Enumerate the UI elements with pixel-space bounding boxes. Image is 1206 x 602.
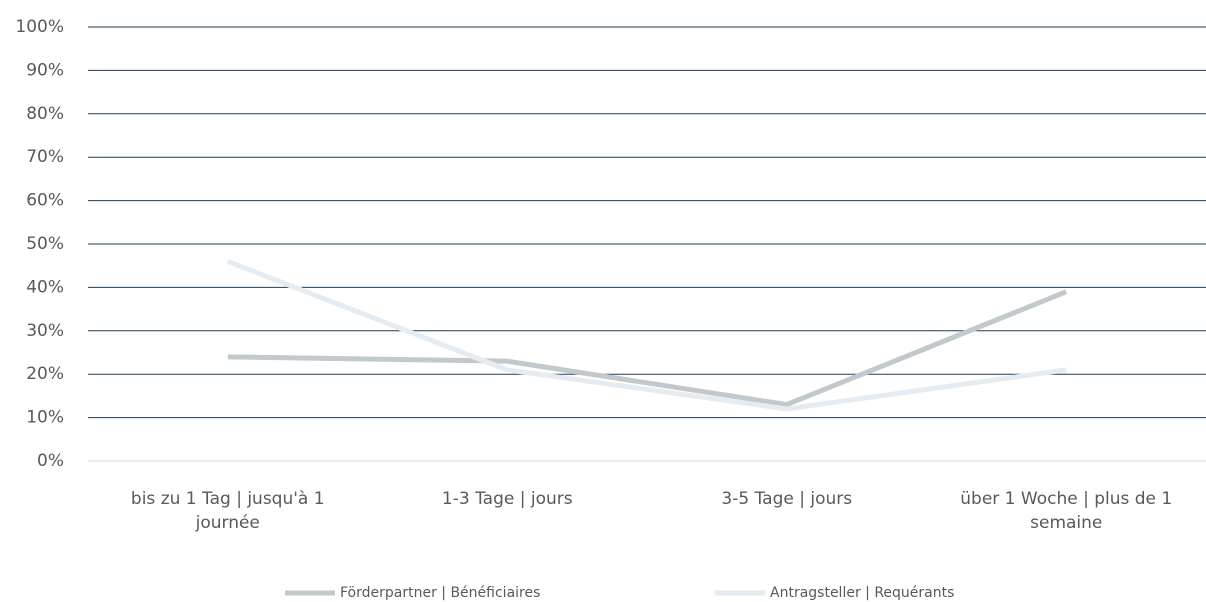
y-tick-label: 10%	[26, 408, 64, 428]
y-tick-label: 80%	[26, 104, 64, 124]
series-line	[227, 289, 1068, 408]
y-tick-label: 20%	[26, 364, 64, 384]
x-tick-label: über 1 Woche | plus de 1 semaine	[960, 489, 1173, 533]
legend-label: Antragsteller | Requérants	[770, 585, 954, 601]
x-tick-label: bis zu 1 Tag | jusqu'à 1 journée	[130, 489, 325, 533]
y-tick-label: 70%	[26, 147, 64, 167]
y-tick-label: 40%	[26, 277, 64, 297]
series-line	[226, 259, 1067, 412]
y-tick-label: 90%	[26, 60, 64, 80]
y-tick-label: 30%	[26, 321, 64, 341]
y-tick-label: 60%	[26, 191, 64, 211]
y-tick-label: 0%	[37, 451, 64, 471]
x-tick-label: 3-5 Tage | jours	[721, 489, 853, 509]
x-tick-label: 1-3 Tage | jours	[441, 489, 573, 509]
y-tick-label: 50%	[26, 234, 64, 254]
legend-label: Förderpartner | Bénéficiaires	[340, 585, 540, 601]
y-tick-label: 100%	[15, 17, 64, 37]
